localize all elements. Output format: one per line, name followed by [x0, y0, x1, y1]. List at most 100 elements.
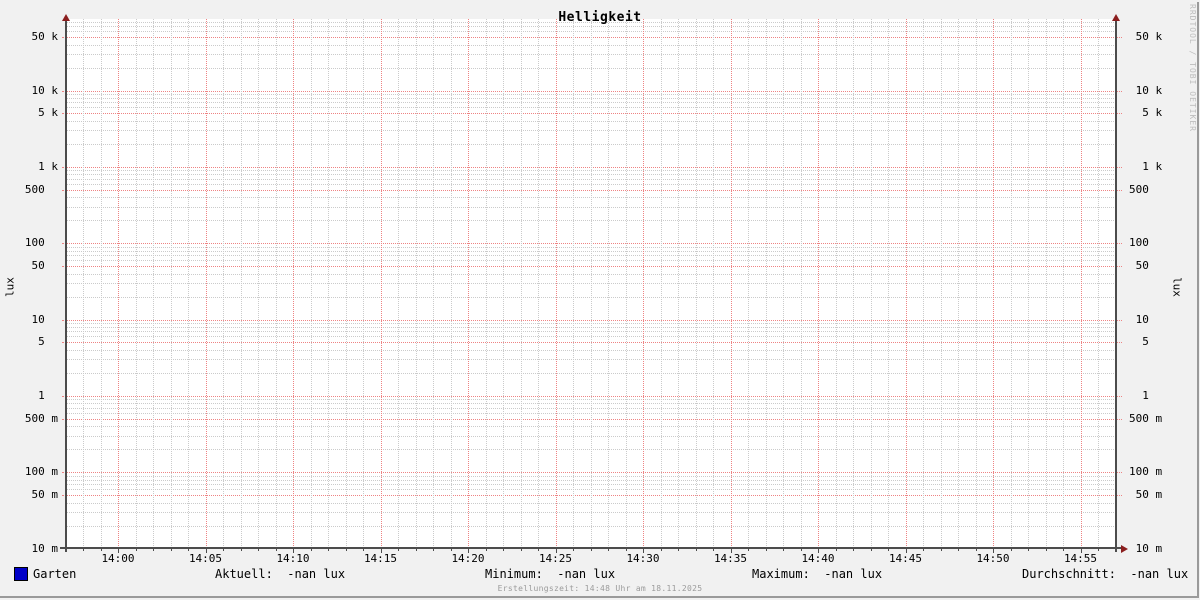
y-tick-label-left: 100 m — [24, 465, 58, 479]
x-tick-label: 14:50 — [976, 552, 1010, 565]
h-gridline-minor — [67, 130, 1116, 132]
h-gridline-minor — [67, 435, 1116, 437]
v-gridline-major — [118, 19, 119, 548]
y-tick-label-right: 50 k — [1129, 30, 1163, 44]
v-gridline-minor — [940, 19, 942, 548]
h-gridline-major — [62, 418, 1122, 420]
h-gridline-minor — [67, 183, 1116, 185]
h-gridline-minor — [67, 220, 1116, 222]
y-tick-label-left: 50 k — [31, 30, 59, 44]
v-gridline-minor — [660, 19, 662, 548]
x-tick-mark — [608, 549, 609, 551]
x-tick-mark — [433, 549, 434, 551]
v-gridline-minor — [888, 19, 889, 548]
x-tick-mark — [520, 549, 522, 551]
x-tick-label: 14:25 — [538, 552, 573, 565]
h-gridline-minor — [67, 372, 1116, 374]
x-tick-mark — [118, 549, 119, 553]
x-tick-mark — [83, 549, 84, 551]
x-tick-mark — [223, 549, 224, 551]
x-tick-mark — [205, 549, 207, 553]
x-tick-mark — [380, 549, 382, 553]
y-tick-label-left: 10 m — [31, 541, 59, 555]
y-tick-label-left: 5 k — [38, 106, 58, 120]
h-gridline-major — [62, 342, 1122, 344]
legend-stat: Aktuell: -nan lux — [215, 567, 346, 581]
h-gridline-minor — [67, 489, 1116, 491]
h-gridline-minor — [67, 407, 1116, 409]
v-gridline-minor — [83, 19, 84, 548]
v-gridline-minor — [520, 19, 522, 548]
h-gridline-minor — [67, 255, 1116, 256]
v-gridline-minor — [100, 19, 102, 548]
y-tick-label-right: 50 — [1129, 259, 1149, 273]
v-gridline-minor — [135, 19, 137, 548]
y-axis-left — [65, 16, 67, 552]
x-axis — [60, 547, 1122, 549]
x-tick-mark — [730, 549, 732, 553]
x-tick-mark — [1098, 549, 1099, 551]
x-tick-mark — [100, 549, 102, 551]
x-tick-mark — [398, 549, 399, 551]
v-gridline-minor — [835, 19, 837, 548]
x-tick-mark — [275, 549, 277, 551]
v-gridline-minor — [503, 19, 504, 548]
y-tick-label-left: 50 — [31, 259, 58, 273]
h-gridline-minor — [67, 502, 1116, 504]
v-gridline-minor — [783, 19, 784, 548]
h-gridline-minor — [67, 120, 1116, 122]
v-gridline-major — [993, 19, 994, 548]
x-tick-mark — [695, 549, 697, 551]
v-gridline-major — [818, 19, 819, 548]
h-gridline-minor — [67, 283, 1116, 285]
h-gridline-minor — [67, 197, 1116, 199]
y-axis-unit-label-right: lux — [1170, 277, 1184, 297]
v-gridline-minor — [240, 19, 242, 548]
v-gridline-minor — [188, 19, 189, 548]
v-gridline-major — [293, 19, 294, 548]
v-gridline-minor — [958, 19, 959, 548]
v-gridline-minor — [678, 19, 679, 548]
h-gridline-minor — [67, 323, 1116, 324]
y-tick-label-left: 500 — [24, 182, 58, 196]
x-tick-mark — [660, 549, 662, 551]
x-tick-mark — [240, 549, 242, 551]
x-axis-arrow-icon — [1121, 545, 1128, 553]
v-gridline-minor — [870, 19, 872, 548]
y-tick-label-right: 5 k — [1129, 106, 1163, 120]
h-gridline-minor — [67, 102, 1116, 104]
v-gridline-minor — [748, 19, 749, 548]
x-tick-mark — [573, 549, 574, 551]
v-gridline-minor — [415, 19, 417, 548]
v-gridline-minor — [1045, 19, 1047, 548]
h-gridline-minor — [67, 273, 1116, 275]
y-axis-right-arrow-icon — [1112, 14, 1120, 21]
v-gridline-minor — [328, 19, 329, 548]
x-tick-mark — [905, 549, 907, 553]
x-tick-label: 14:40 — [801, 552, 835, 565]
y-tick-label-right: 5 — [1129, 335, 1149, 349]
h-gridline-minor — [67, 525, 1116, 527]
rrdtool-watermark: RRDTOOL / TOBI OETIKER — [1188, 4, 1197, 132]
x-tick-mark — [643, 549, 644, 553]
h-gridline-minor — [67, 21, 1116, 23]
x-tick-label: 14:45 — [888, 552, 923, 565]
x-tick-mark — [328, 549, 329, 551]
h-gridline-minor — [67, 143, 1116, 145]
h-gridline-major — [62, 495, 1122, 497]
v-gridline-minor — [538, 19, 539, 548]
h-gridline-minor — [67, 54, 1116, 56]
y-axis-left-arrow-icon — [62, 14, 70, 21]
x-tick-mark — [1010, 549, 1012, 551]
h-gridline-minor — [67, 174, 1116, 176]
y-tick-label-right: 500 — [1129, 182, 1149, 196]
h-gridline-minor — [67, 44, 1116, 46]
y-tick-label-left: 50 m — [31, 488, 59, 502]
x-tick-mark — [293, 549, 294, 553]
y-tick-label-right: 10 k — [1129, 83, 1163, 97]
v-gridline-minor — [223, 19, 224, 548]
v-gridline-minor — [398, 19, 399, 548]
x-tick-mark — [170, 549, 172, 551]
h-gridline-minor — [67, 479, 1116, 481]
